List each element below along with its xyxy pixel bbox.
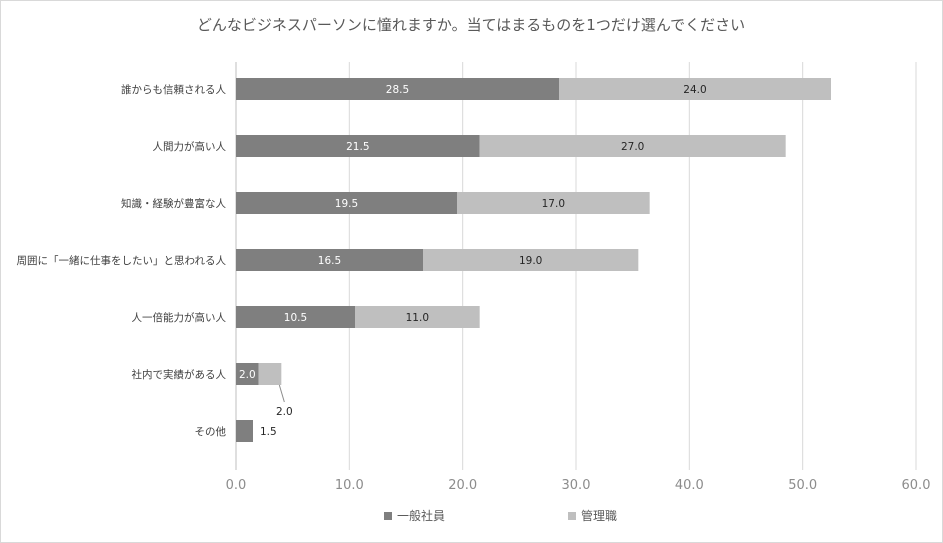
category-label: 社内で実績がある人 bbox=[132, 368, 227, 381]
legend-label: 管理職 bbox=[581, 508, 617, 523]
data-label: 11.0 bbox=[406, 312, 429, 324]
x-tick-label: 0.0 bbox=[226, 478, 247, 493]
bar-segment bbox=[236, 363, 259, 385]
data-label: 2.0 bbox=[276, 406, 293, 418]
leader-line bbox=[278, 384, 285, 403]
data-label: 19.0 bbox=[519, 255, 542, 267]
category-label: 人一倍能力が高い人 bbox=[132, 311, 227, 324]
data-label: 10.5 bbox=[284, 312, 307, 324]
chart-title: どんなビジネスパーソンに憧れますか。当てはまるものを1つだけ選んでください bbox=[197, 16, 745, 34]
legend-swatch bbox=[384, 512, 392, 520]
x-tick-label: 40.0 bbox=[675, 478, 704, 493]
data-label: 21.5 bbox=[346, 141, 369, 153]
bar-segment bbox=[236, 420, 253, 442]
bar-segment bbox=[236, 192, 457, 214]
gridlines bbox=[235, 62, 917, 470]
data-label: 27.0 bbox=[621, 141, 644, 153]
x-tick-label: 10.0 bbox=[335, 478, 364, 493]
category-label: 人間力が高い人 bbox=[153, 140, 227, 153]
legend-swatch bbox=[568, 512, 576, 520]
x-tick-label: 60.0 bbox=[902, 478, 931, 493]
bar-segment bbox=[236, 78, 559, 100]
bars: 28.5 24.0 21.5 27.0 19.5 17.0 16.5 19.0 10.5 11.0… bbox=[236, 78, 831, 442]
bar-segment bbox=[236, 135, 480, 157]
data-label: 19.5 bbox=[335, 198, 358, 210]
data-label: 2.0 bbox=[239, 369, 256, 381]
bar-segment bbox=[457, 192, 650, 214]
category-label: 知識・経験が豊富な人 bbox=[121, 197, 226, 210]
data-label: 28.5 bbox=[386, 84, 409, 96]
bar-segment bbox=[423, 249, 639, 271]
category-labels: 誰からも信頼される人人間力が高い人知識・経験が豊富な人周囲に「一緒に仕事をしたい… bbox=[17, 83, 227, 438]
data-label: 24.0 bbox=[683, 84, 706, 96]
category-label: 誰からも信頼される人 bbox=[121, 83, 226, 96]
bar-segment bbox=[236, 306, 355, 328]
x-tick-label: 20.0 bbox=[448, 478, 477, 493]
bar-segment bbox=[559, 78, 831, 100]
x-tick-label: 30.0 bbox=[562, 478, 591, 493]
category-label: その他 bbox=[195, 425, 227, 438]
x-tick-labels: 0.0 10.0 20.0 30.0 40.0 50.0 60.0 bbox=[226, 478, 931, 493]
data-label: 16.5 bbox=[318, 255, 341, 267]
data-label: 1.5 bbox=[260, 426, 277, 438]
legend-label: 一般社員 bbox=[397, 508, 445, 523]
bar-segment bbox=[355, 306, 480, 328]
bar-segment bbox=[479, 135, 786, 157]
x-tick-label: 50.0 bbox=[788, 478, 817, 493]
data-label: 17.0 bbox=[542, 198, 565, 210]
bar-segment bbox=[258, 363, 282, 385]
bar-segment bbox=[236, 249, 423, 271]
legend: 一般社員 管理職 bbox=[384, 508, 617, 523]
category-label: 周囲に「一緒に仕事をしたい」と思われる人 bbox=[17, 254, 227, 267]
